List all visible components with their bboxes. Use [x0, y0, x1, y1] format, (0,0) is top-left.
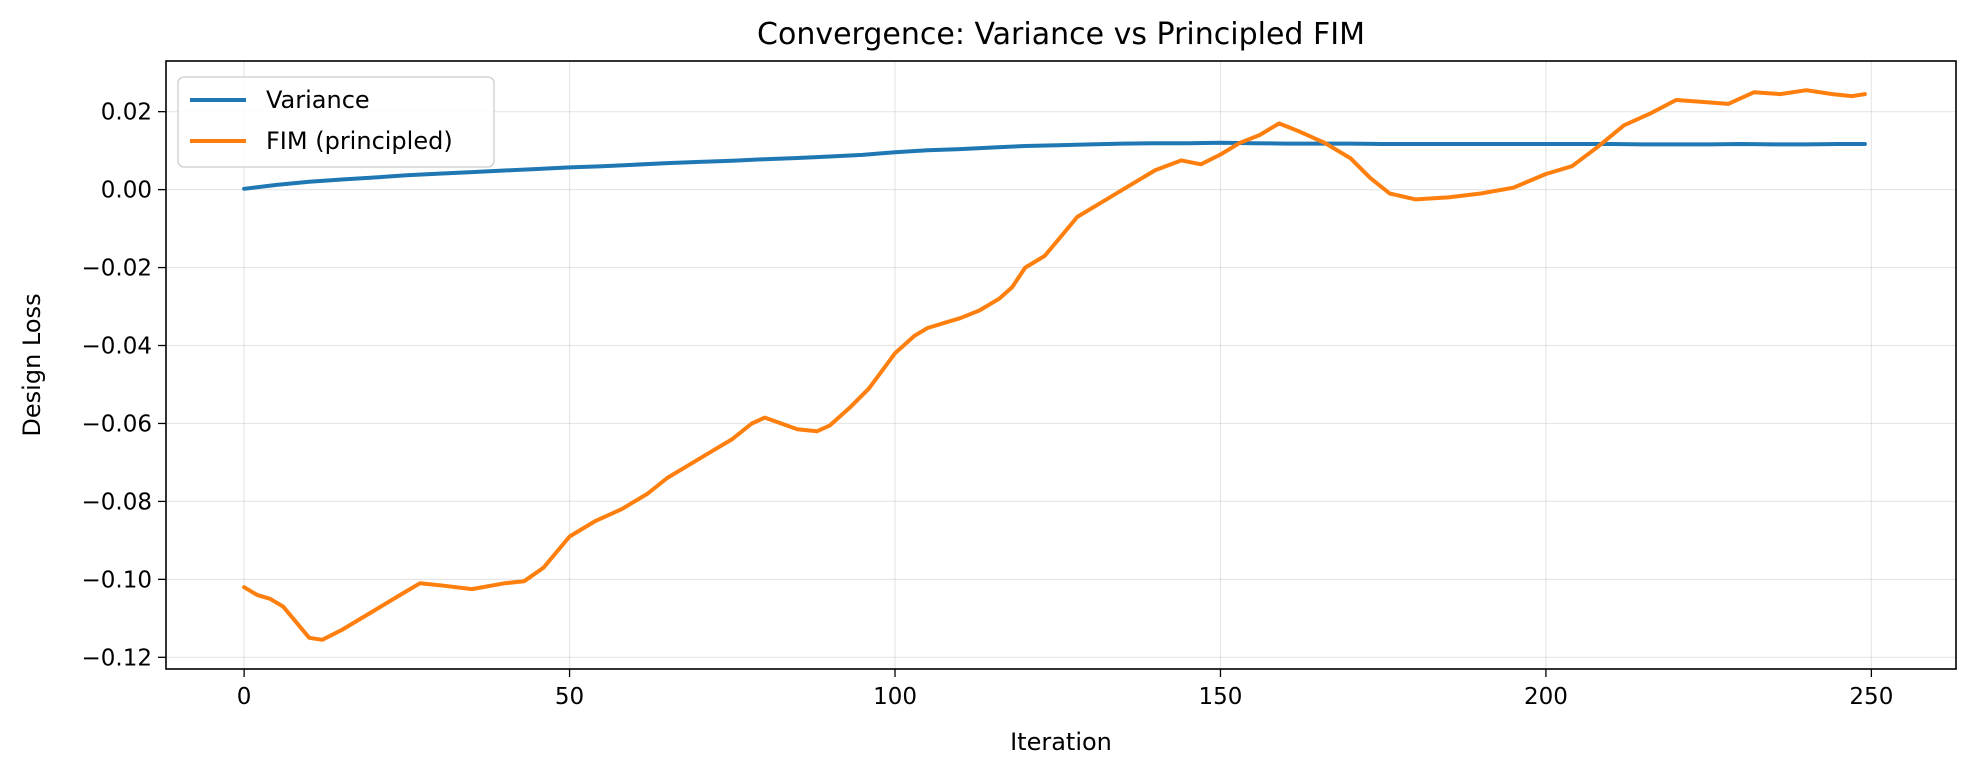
x-tick-label: 200 — [1524, 684, 1568, 710]
y-tick-label: −0.06 — [82, 411, 152, 437]
x-axis-label: Iteration — [1010, 728, 1112, 756]
x-tick-label: 0 — [237, 684, 252, 710]
series-layer — [242, 88, 1867, 642]
y-axis-ticks: −0.12 −0.10 −0.08 −0.06 −0.04 −0.02 0.00 0.02 — [82, 100, 166, 671]
y-tick-label: −0.02 — [82, 256, 152, 282]
series-line-fim — [242, 88, 1867, 642]
y-tick-label: 0.02 — [101, 100, 152, 126]
y-tick-label: −0.12 — [82, 645, 152, 671]
y-axis-label: Design Loss — [18, 293, 46, 436]
plot-frame — [165, 60, 1957, 670]
legend-label-variance: Variance — [266, 86, 370, 114]
grid — [166, 61, 1956, 669]
y-tick-label: −0.04 — [82, 334, 152, 360]
x-tick-label: 100 — [873, 684, 917, 710]
legend: Variance FIM (principled) — [177, 76, 495, 168]
x-tick-label: 250 — [1849, 684, 1893, 710]
x-tick-label: 50 — [555, 684, 584, 710]
y-tick-label: −0.10 — [82, 567, 152, 593]
y-tick-label: −0.08 — [82, 489, 152, 515]
y-tick-label: 0.00 — [101, 178, 152, 204]
legend-box — [177, 76, 495, 168]
legend-label-fim: FIM (principled) — [266, 127, 453, 155]
x-axis-ticks: 0 50 100 150 200 250 — [237, 669, 1893, 710]
x-tick-label: 150 — [1199, 684, 1243, 710]
chart-title: Convergence: Variance vs Principled FIM — [757, 17, 1365, 52]
